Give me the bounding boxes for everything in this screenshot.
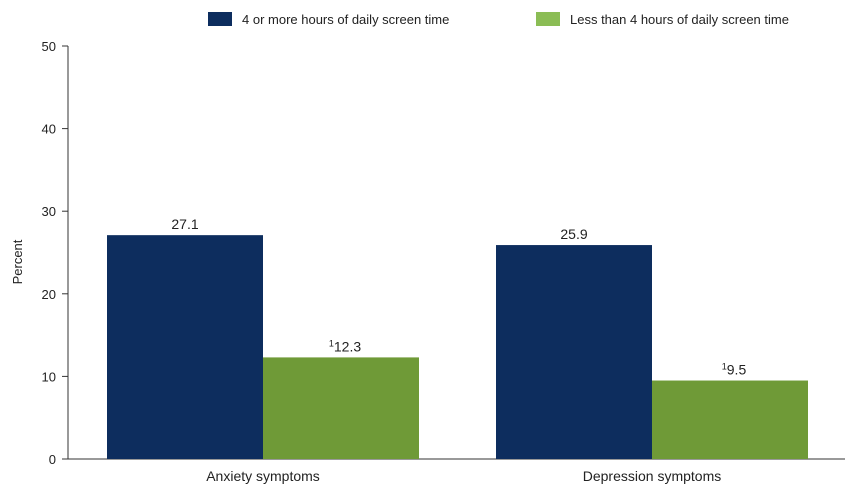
data-labels: 27.1 112.3 25.9 19.5 <box>171 216 746 377</box>
bar-value-label: 27.1 <box>171 216 198 232</box>
y-axis-label: Percent <box>10 239 25 284</box>
y-tick-label: 0 <box>49 452 56 467</box>
category-label: Depression symptoms <box>583 468 722 484</box>
legend-label: Less than 4 hours of daily screen time <box>570 12 789 27</box>
legend-swatch <box>536 12 560 26</box>
bar-value-label: 25.9 <box>560 226 587 242</box>
bar-value-label: 112.3 <box>329 338 361 354</box>
y-tick-label: 30 <box>42 204 56 219</box>
y-tick-label: 50 <box>42 39 56 54</box>
bar-value-label: 19.5 <box>722 362 747 378</box>
y-tick-label: 20 <box>42 287 56 302</box>
category-labels: Anxiety symptoms Depression symptoms <box>206 468 721 484</box>
bar <box>652 380 808 459</box>
bar <box>496 245 652 459</box>
category-label: Anxiety symptoms <box>206 468 320 484</box>
y-tick-label: 40 <box>42 122 56 137</box>
bars <box>107 235 808 459</box>
bar <box>107 235 263 459</box>
legend: 4 or more hours of daily screen time Less… <box>208 12 789 27</box>
legend-swatch <box>208 12 232 26</box>
y-tick-label: 10 <box>42 369 56 384</box>
legend-label: 4 or more hours of daily screen time <box>242 12 449 27</box>
bar <box>263 357 419 459</box>
